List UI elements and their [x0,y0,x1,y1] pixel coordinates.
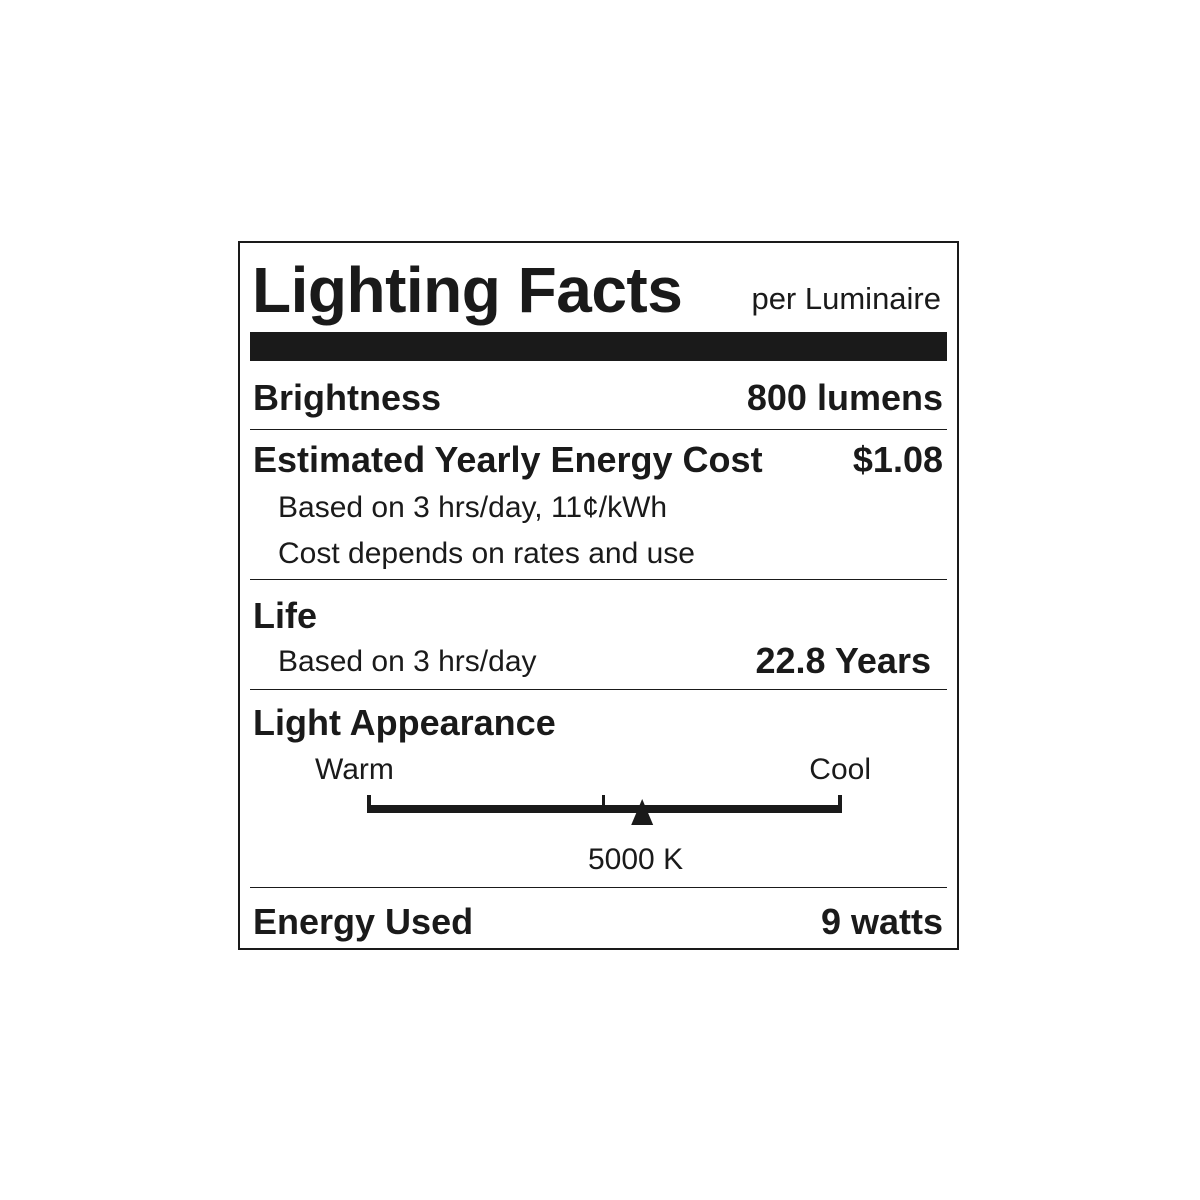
divider [250,429,947,430]
brightness-value: 800 lumens [746,377,943,418]
color-temperature-value: 5000 K [588,843,684,876]
energy-cost-label: Estimated Yearly Energy Cost [253,439,763,480]
header-bar [250,332,947,361]
energy-used-value: 9 watts [820,901,943,942]
lighting-facts-label: Lighting Facts per Luminaire Brightness … [238,241,959,950]
cool-label: Cool [809,753,871,786]
energy-cost-note: Based on 3 hrs/day, 11¢/kWh [278,491,668,524]
scale-tick-right [838,795,842,813]
life-value: 22.8 Years [755,640,931,681]
label-title: Lighting Facts [252,254,683,326]
color-temperature-scale [367,795,842,825]
label-subtitle: per Luminaire [751,281,941,316]
life-label: Life [253,595,318,636]
temperature-marker-icon [631,799,654,825]
energy-cost-value: $1.08 [852,439,943,480]
scale-tick-left [367,795,371,813]
warm-label: Warm [315,753,394,786]
light-appearance-label: Light Appearance [253,702,556,743]
divider [250,579,947,580]
brightness-label: Brightness [253,377,442,418]
divider [250,689,947,690]
life-note: Based on 3 hrs/day [278,645,537,678]
energy-cost-note: Cost depends on rates and use [278,537,695,570]
scale-tick-middle [602,795,605,813]
divider [250,887,947,888]
energy-used-label: Energy Used [253,901,474,942]
